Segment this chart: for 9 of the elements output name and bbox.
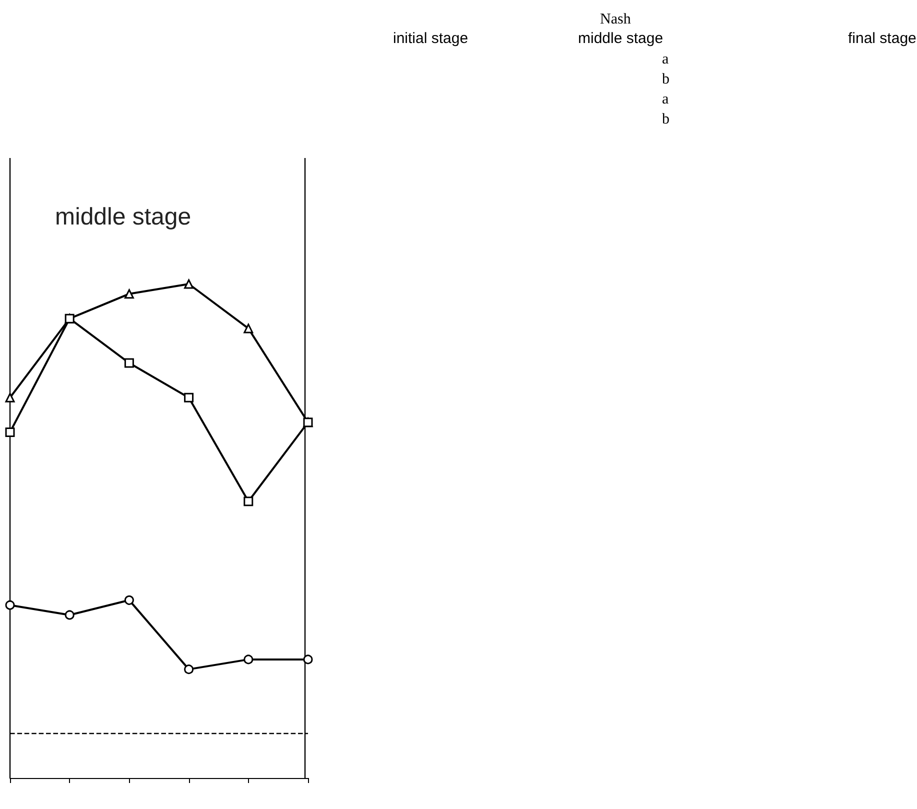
text: a [662,92,669,108]
text: Nash [600,12,632,28]
text: b [662,72,670,88]
text: initial stage [393,30,468,47]
text: middle stage [578,30,664,47]
text: b [662,112,670,128]
chart-title: middle stage [55,204,192,230]
text: final stage [848,30,916,47]
text: a [662,52,669,68]
